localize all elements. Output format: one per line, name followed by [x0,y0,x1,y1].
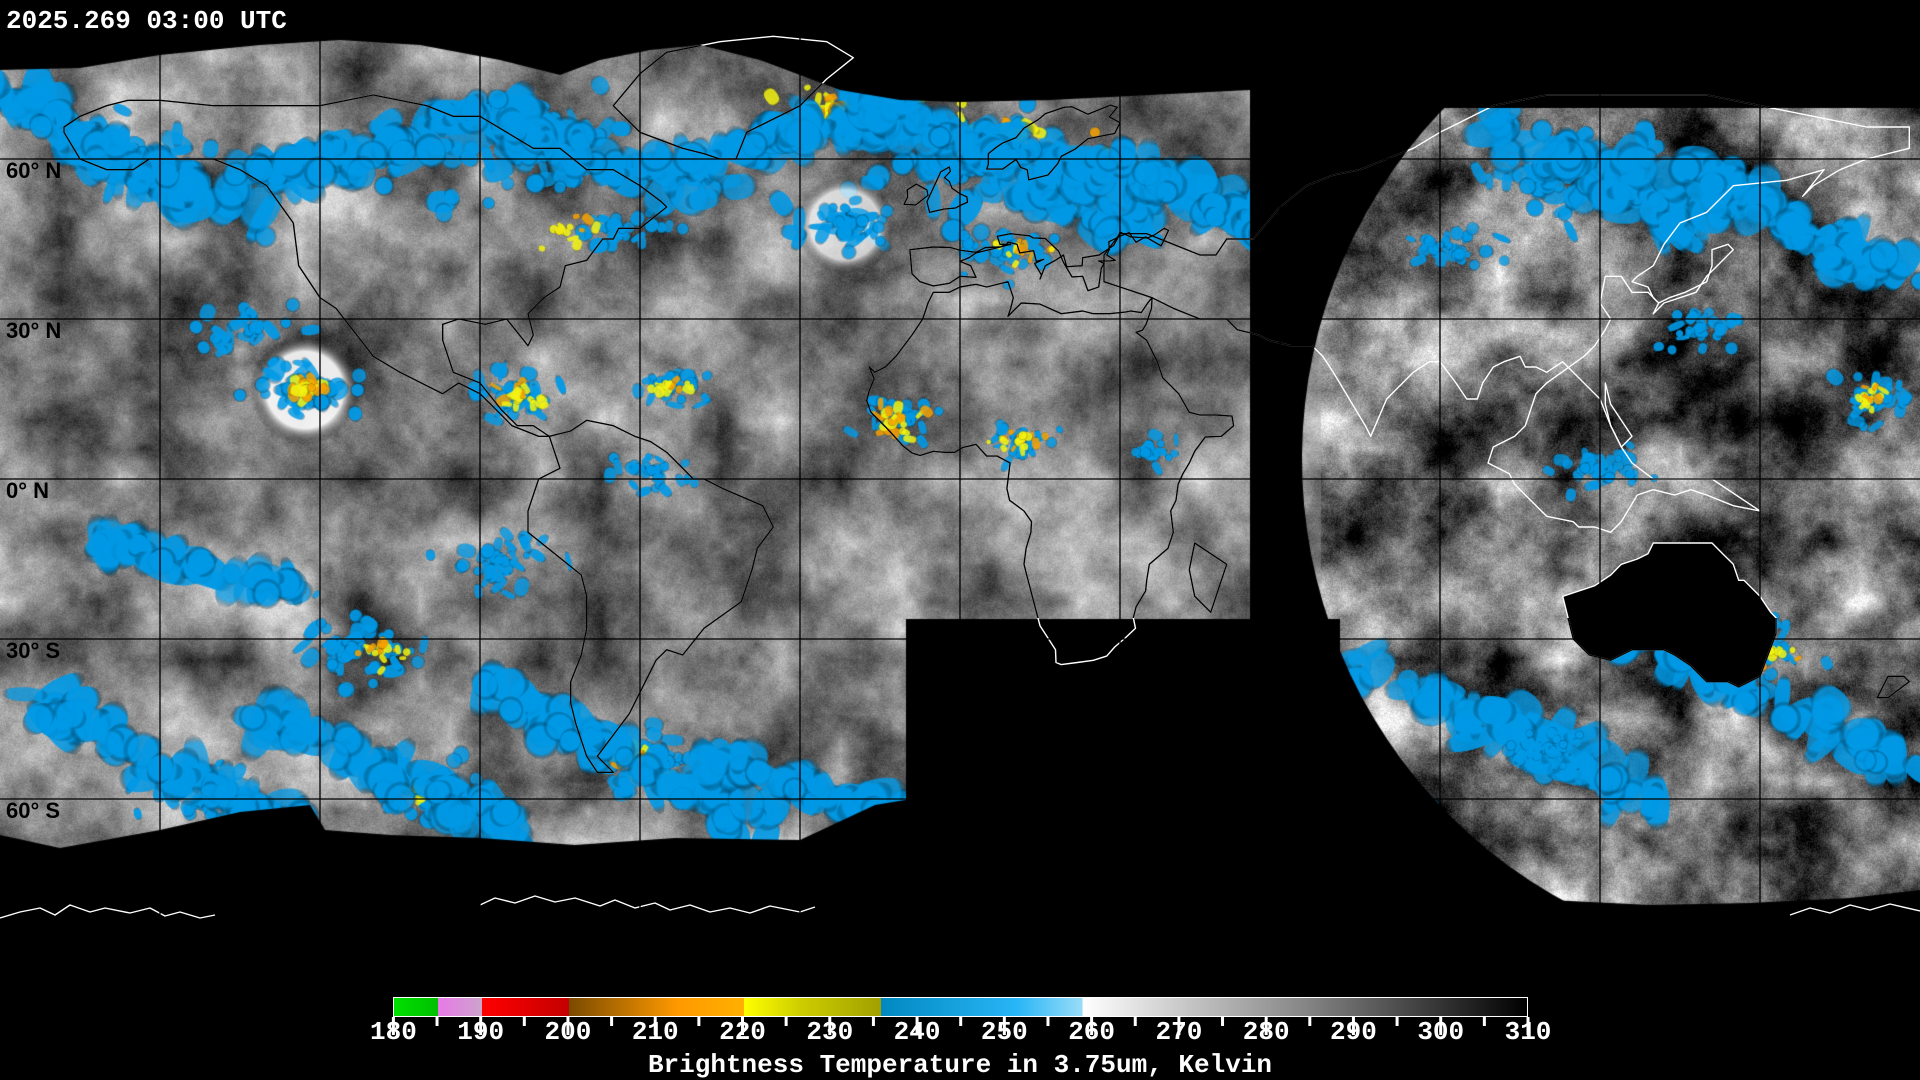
svg-text:220: 220 [719,1017,766,1047]
svg-text:230: 230 [806,1017,853,1047]
svg-text:60° N: 60° N [6,158,61,183]
svg-text:260: 260 [1068,1017,1115,1047]
svg-text:Brightness Temperature in 3.75: Brightness Temperature in 3.75um, Kelvin [648,1050,1272,1080]
svg-text:210: 210 [632,1017,679,1047]
svg-text:310: 310 [1505,1017,1552,1047]
svg-text:200: 200 [545,1017,592,1047]
svg-text:60° S: 60° S [6,798,60,823]
svg-text:0° N: 0° N [6,478,49,503]
svg-text:2025.269 03:00 UTC: 2025.269 03:00 UTC [6,6,287,36]
svg-text:240: 240 [894,1017,941,1047]
svg-text:290: 290 [1330,1017,1377,1047]
svg-text:300: 300 [1417,1017,1464,1047]
svg-text:270: 270 [1155,1017,1202,1047]
svg-text:250: 250 [981,1017,1028,1047]
svg-text:30° N: 30° N [6,318,61,343]
svg-text:30° S: 30° S [6,638,60,663]
svg-text:190: 190 [457,1017,504,1047]
svg-text:280: 280 [1243,1017,1290,1047]
svg-text:180: 180 [370,1017,417,1047]
